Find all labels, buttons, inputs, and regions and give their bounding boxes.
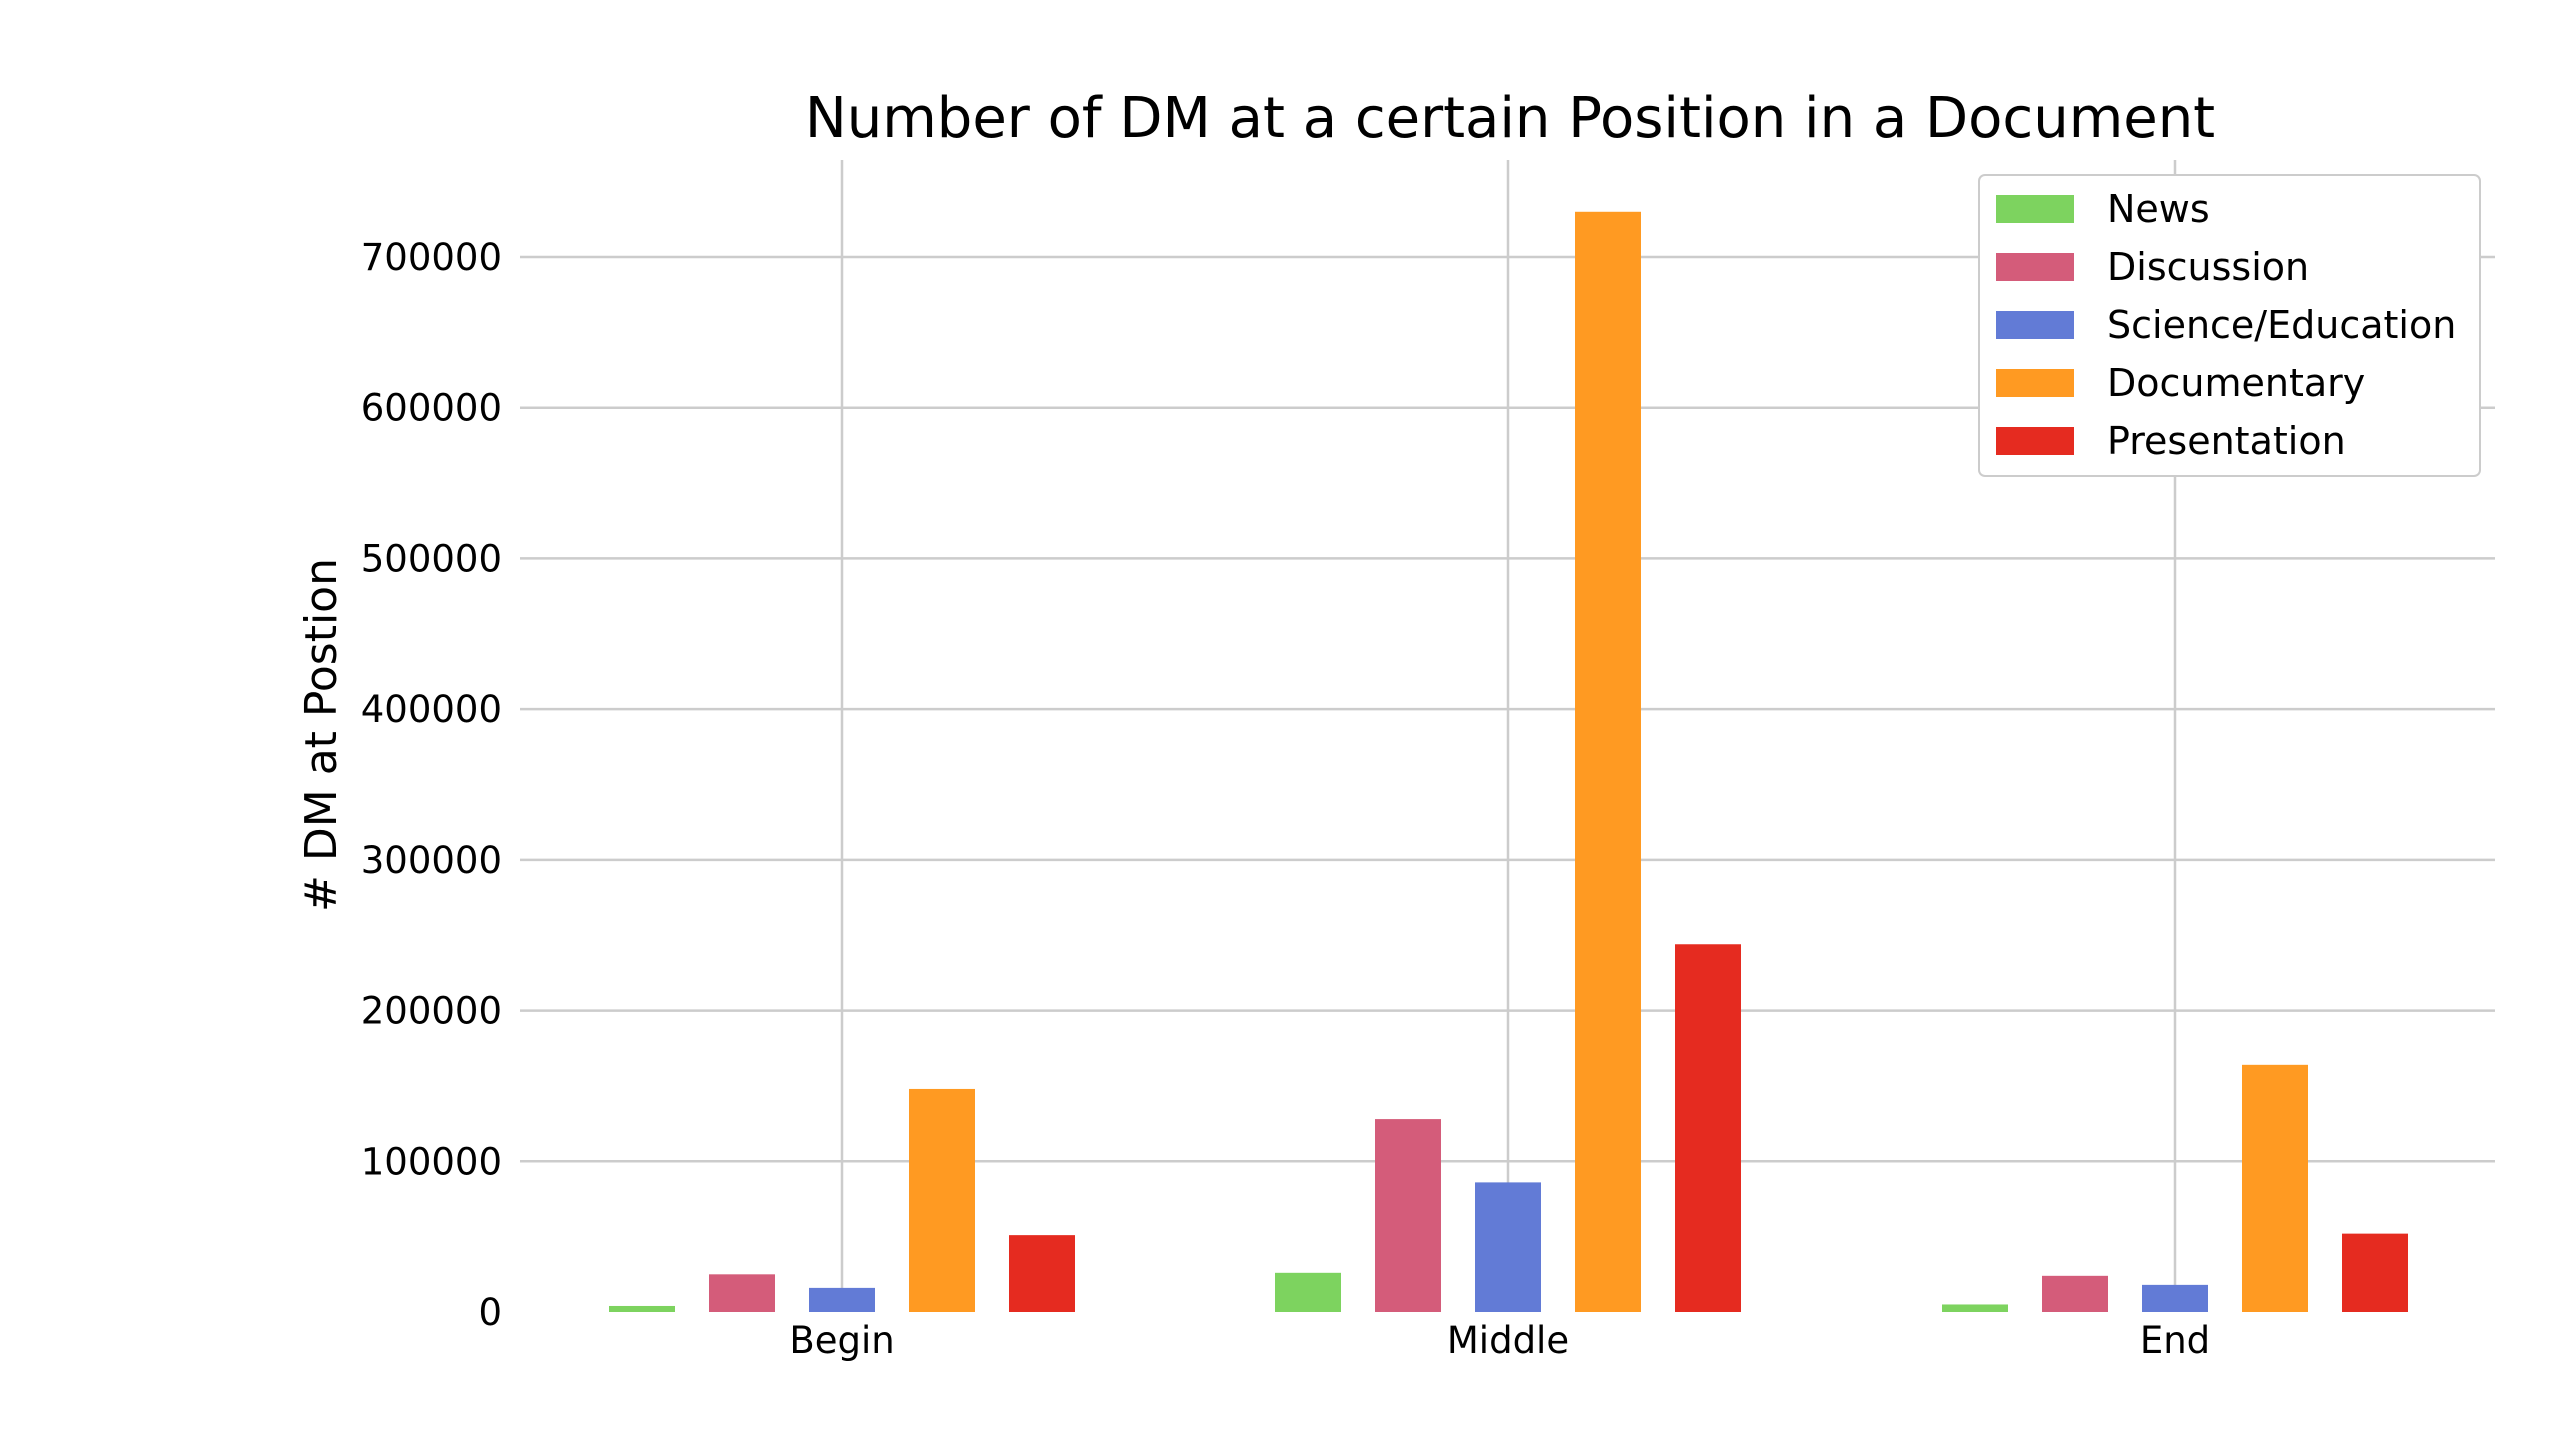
legend-swatch [1996,253,2074,281]
y-tick-label: 600000 [361,387,502,430]
bar-presentation-middle [1675,944,1741,1312]
bar-presentation-end [2342,1233,2408,1312]
x-axis-ticks: Begin Middle End [789,1319,2210,1362]
bar-science-education-middle [1475,1182,1541,1312]
y-tick-label: 400000 [361,688,502,731]
x-tick-label: End [2140,1319,2210,1362]
bar-presentation-begin [1009,1235,1075,1312]
chart-title: Number of DM at a certain Position in a … [805,86,2215,151]
bar-documentary-end [2242,1064,2308,1312]
y-tick-label: 700000 [361,236,502,279]
y-tick-label: 0 [478,1291,502,1334]
bar-science-education-begin [809,1287,875,1312]
x-tick-label: Begin [789,1319,894,1362]
y-tick-label: 100000 [361,1140,502,1183]
y-tick-label: 500000 [361,537,502,580]
y-axis-label: # DM at Postion [296,558,347,912]
legend: News Discussion Science/Education Documenta… [1978,174,2481,477]
legend-box [1978,174,2481,477]
legend-label: Presentation [2107,419,2346,463]
bar-documentary-middle [1575,211,1641,1312]
legend-swatch [1996,311,2074,339]
y-tick-label: 200000 [361,990,502,1033]
legend-swatch [1996,427,2074,455]
bar-discussion-begin [709,1274,775,1312]
legend-items: News Discussion Science/Education Documenta… [1996,187,2456,463]
legend-label: Discussion [2107,245,2309,289]
y-axis-ticks: 0 100000 200000 300000 400000 500000 600000 700… [361,236,502,1334]
bar-documentary-begin [909,1088,975,1312]
bar-discussion-end [2042,1275,2108,1312]
legend-swatch [1996,369,2074,397]
bar-discussion-middle [1375,1119,1441,1312]
bars [609,211,2408,1312]
bar-science-education-end [2142,1284,2208,1312]
bar-news-end [1942,1304,2008,1312]
legend-label: Documentary [2107,361,2365,405]
bar-news-begin [609,1305,675,1312]
bar-news-middle [1275,1272,1341,1312]
legend-swatch [1996,195,2074,223]
grid [520,160,2495,1312]
legend-label: Science/Education [2107,303,2456,347]
y-tick-label: 300000 [361,839,502,882]
x-tick-label: Middle [1447,1319,1569,1362]
legend-label: News [2107,187,2210,231]
